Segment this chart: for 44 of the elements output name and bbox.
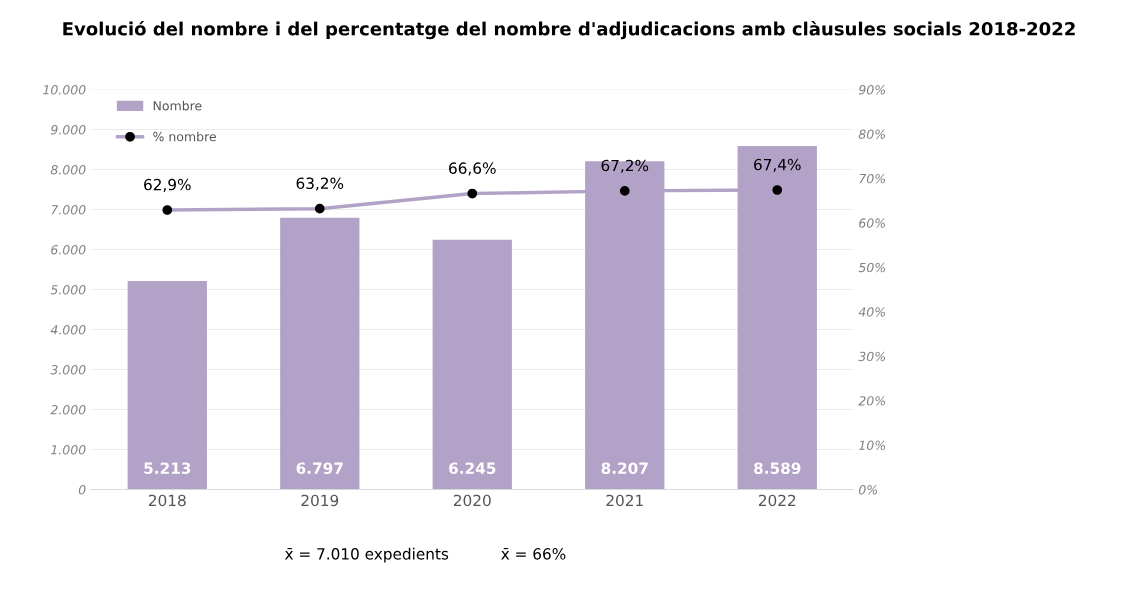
data-label: 8.207 xyxy=(601,462,648,474)
y-tick-label: 1.000 xyxy=(51,445,86,455)
y2-tick-label: 30% xyxy=(858,351,885,362)
text: x̄ = 66% xyxy=(501,548,566,560)
x-tick-label: 2022 xyxy=(758,494,796,507)
data-label: 66,6% xyxy=(449,162,496,176)
chart-title: Evolució del nombre i del percentatge del nombre d'adjudicacions amb clàusules socials 2018-2022 xyxy=(63,20,1075,40)
bar xyxy=(432,239,512,490)
data-label: 67,4% xyxy=(754,158,801,172)
y-tick-label: 6.000 xyxy=(51,245,86,255)
x-tick-label: 2019 xyxy=(301,494,339,507)
legend-label: Nombre xyxy=(153,100,202,111)
y2-tick-label: 90% xyxy=(858,85,885,95)
y-tick-label: 8.000 xyxy=(50,165,86,175)
x-tick-label: 2018 xyxy=(148,494,186,507)
data-label: 63,2% xyxy=(296,177,344,191)
text: x̄ = 7.010 expedients xyxy=(284,547,449,563)
legend-label: % nombre xyxy=(153,131,216,142)
y2-tick-label: 60% xyxy=(859,218,885,228)
data-label: 5.213 xyxy=(144,462,191,474)
y-tick-label: 9.000 xyxy=(50,125,86,135)
y2-tick-label: 80% xyxy=(858,129,885,139)
bar xyxy=(280,217,360,490)
bar xyxy=(127,281,207,490)
y2-tick-label: 70% xyxy=(859,173,885,184)
y2-tick-label: 10% xyxy=(858,440,885,451)
data-label: 8.589 xyxy=(754,462,801,474)
y-tick-label: 2.000 xyxy=(50,405,86,415)
y-tick-label: 7.000 xyxy=(51,205,86,215)
y2-tick-label: 20% xyxy=(858,396,885,406)
data-label: 67,2% xyxy=(601,159,649,173)
y2-tick-label: 40% xyxy=(858,307,885,317)
x-tick-label: 2021 xyxy=(606,494,643,507)
y2-tick-label: 50% xyxy=(858,262,885,273)
data-label: 6.797 xyxy=(296,462,343,474)
y-tick-label: 0 xyxy=(78,485,86,495)
y-tick-label: 4.000 xyxy=(50,325,86,335)
y2-tick-label: 0% xyxy=(858,485,878,495)
x-tick-label: 2020 xyxy=(453,494,491,507)
y-tick-label: 3.000 xyxy=(50,365,86,375)
data-label: 6.245 xyxy=(449,462,496,474)
y-tick-label: 5.000 xyxy=(50,285,86,295)
data-label: 62,9% xyxy=(144,178,191,192)
y-tick-label: 10.000 xyxy=(43,85,86,95)
